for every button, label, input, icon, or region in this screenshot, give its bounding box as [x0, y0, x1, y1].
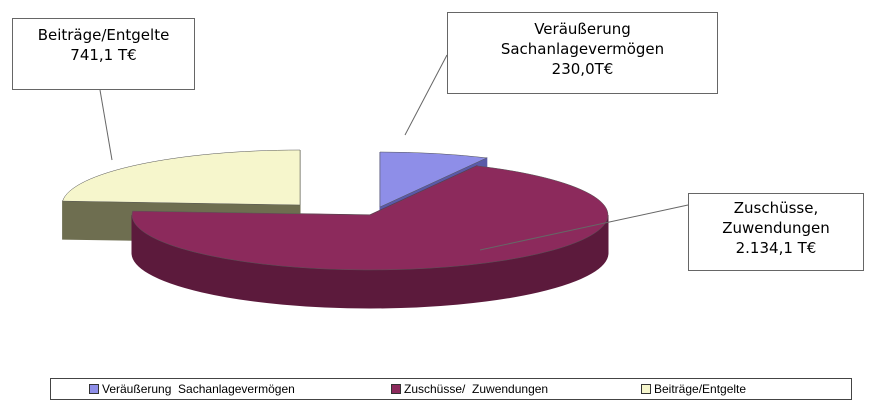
value-label: 2.134,1 T€: [735, 239, 817, 257]
slice: [62, 149, 301, 206]
legend-swatch: [89, 384, 99, 394]
category-label: Zuschüsse, Zuwendungen: [722, 199, 830, 237]
callout: Beiträge/Entgelte 741,1 T€: [12, 18, 195, 90]
legend-item: Beiträge/Entgelte: [641, 382, 746, 396]
legend-label: Beiträge/Entgelte: [654, 382, 747, 396]
category-label: Veräußerung Sachanlagevermögen: [500, 20, 665, 58]
legend-label: Veräußerung Sachanlagevermögen: [102, 382, 295, 396]
callout: Veräußerung Sachanlagevermögen 230,0T€: [447, 12, 718, 94]
legend-label: Zuschüsse/ Zuwendungen: [404, 382, 549, 396]
leader-line: [404, 54, 448, 136]
legend-swatch: [641, 384, 651, 394]
legend-item: Zuschüsse/ Zuwendungen: [391, 382, 548, 396]
value-label: 230,0T€: [551, 60, 614, 78]
slice: [131, 165, 609, 271]
slice: [379, 151, 488, 208]
legend-item: Veräußerung Sachanlagevermögen: [89, 382, 295, 396]
callout: Zuschüsse, Zuwendungen 2.134,1 T€: [688, 193, 864, 271]
legend-swatch: [391, 384, 401, 394]
leader-line: [99, 89, 113, 161]
leader-line: [479, 204, 689, 251]
legend: Veräußerung Sachanlagevermögen Zuschüsse/…: [50, 378, 852, 400]
category-label: Beiträge/Entgelte: [37, 26, 170, 44]
value-label: 741,1 T€: [70, 46, 137, 64]
